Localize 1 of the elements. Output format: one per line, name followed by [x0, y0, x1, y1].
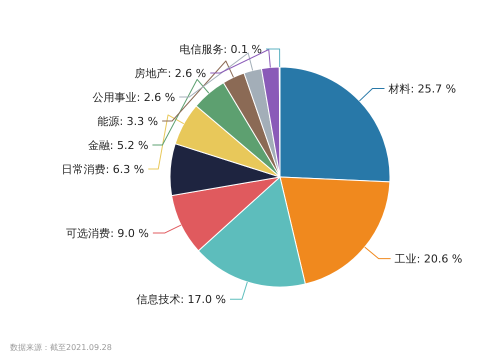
- annotation: 数据来源：截至2021.09.28: [10, 343, 112, 352]
